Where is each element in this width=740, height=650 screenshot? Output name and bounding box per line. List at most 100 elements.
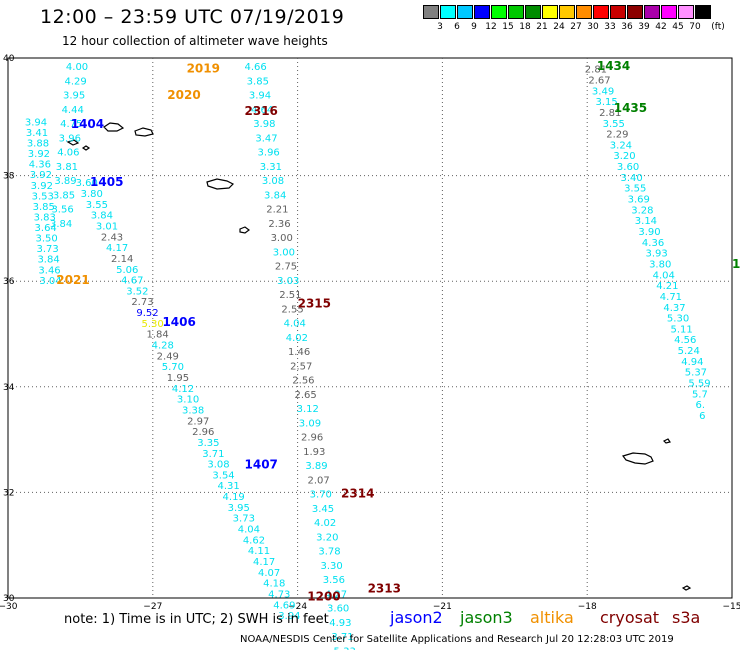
wave-height-value: 3.94	[249, 91, 271, 102]
wave-height-value: 3.83	[34, 212, 56, 223]
wave-height-value: 2.55	[281, 304, 303, 315]
wave-height-value: 3.64	[35, 223, 57, 234]
wave-height-value: 4.11	[248, 546, 270, 557]
wave-height-value: 3.00	[271, 233, 293, 244]
wave-height-value: 3.31	[260, 162, 282, 173]
lat-tick-label: 36	[3, 277, 15, 287]
wave-height-value: 3.03	[277, 276, 299, 287]
wave-height-value: 3.71	[331, 632, 353, 643]
island-outline	[134, 127, 154, 137]
satellite-legend-jason2: jason2	[390, 608, 443, 627]
colorbar-cell	[542, 5, 558, 19]
wave-height-value: 4.31	[217, 481, 239, 492]
wave-height-value: 2.36	[268, 219, 290, 230]
wave-height-value: 3.45	[312, 504, 334, 515]
wave-height-value: 3.41	[26, 128, 48, 139]
wave-height-value: 4.28	[152, 341, 174, 352]
wave-height-value: 1.93	[303, 447, 325, 458]
wave-height-value: 5.37	[685, 368, 707, 379]
wave-height-value: 1.84	[147, 330, 169, 341]
wave-height-value: 3.85	[53, 190, 75, 201]
wave-height-value: 3.85	[247, 76, 269, 87]
wave-height-value: 5.11	[671, 324, 693, 335]
lon-tick-label: −24	[288, 602, 307, 612]
island-outline	[622, 452, 654, 465]
wave-height-value: 3.89	[54, 176, 76, 187]
colorbar-cell	[474, 5, 490, 19]
wave-height-value: 3.01	[96, 221, 118, 232]
wave-height-value: 3.93	[646, 249, 668, 260]
wave-height-value: 4.06	[57, 148, 79, 159]
wave-height-value: 2.07	[307, 475, 329, 486]
pass-number-label: 2313	[368, 582, 401, 596]
colorbar-tick-label: 36	[621, 22, 633, 32]
pass-number-label: 1406	[162, 315, 195, 329]
wave-height-value: 3.08	[262, 176, 284, 187]
colorbar-cell	[457, 5, 473, 19]
wave-height-value: 4.69	[273, 600, 295, 611]
wave-height-value: 3.89	[305, 461, 327, 472]
colorbar-tick-label: 12	[485, 22, 497, 32]
wave-height-value: 4.12	[172, 384, 194, 395]
footnote: note: 1) Time is in UTC; 2) SWH is in fe…	[64, 612, 329, 627]
pass-number-label: 2021	[56, 273, 89, 287]
wave-height-value: 4.04	[653, 270, 675, 281]
wave-height-value: 4.02	[286, 333, 308, 344]
wave-height-value: 2.75	[275, 262, 297, 273]
wave-height-value: 9.52	[136, 308, 158, 319]
wave-height-value: 3.20	[316, 532, 338, 543]
wave-height-value: 3.94	[25, 117, 47, 128]
pass-number-label: 2315	[298, 297, 331, 311]
wave-height-value: 3.47	[255, 133, 277, 144]
island-outline	[681, 585, 692, 591]
wave-height-value: 6	[699, 411, 705, 422]
wave-height-value: 3.08	[207, 460, 229, 471]
wave-height-value: 3.09	[299, 418, 321, 429]
lon-tick-label: −21	[433, 602, 452, 612]
wave-height-value: 2.96	[192, 427, 214, 438]
wave-height-value: 2.14	[111, 254, 133, 265]
wave-height-value: 3.88	[27, 139, 49, 150]
colorbar-cell	[593, 5, 609, 19]
island-outline	[66, 139, 80, 146]
wave-height-value: 2.67	[588, 75, 610, 86]
colorbar-cell	[423, 5, 439, 19]
wave-height-value: 4.75	[60, 119, 82, 130]
wave-height-value: 4.04	[284, 319, 306, 330]
colorbar-tick-label: 42	[655, 22, 667, 32]
lon-tick-label: −15	[723, 602, 740, 612]
wave-height-value: 4.56	[674, 335, 696, 346]
wave-height-value: 4.62	[243, 535, 265, 546]
wave-height-value: 2.43	[101, 232, 123, 243]
wave-height-value: 3.73	[36, 244, 58, 255]
colorbar-tick-label: 45	[672, 22, 684, 32]
wave-height-value: 3.60	[327, 604, 349, 615]
wave-height-value: 4.00	[66, 62, 88, 73]
lat-tick-label: 30	[3, 594, 15, 604]
wave-height-value: 4.37	[663, 303, 685, 314]
wave-height-value: 3.78	[318, 547, 340, 558]
wave-height-value: 3.30	[321, 561, 343, 572]
wave-height-value: 4.64	[251, 105, 273, 116]
colorbar-cell	[491, 5, 507, 19]
wave-height-value: 5.7	[692, 389, 708, 400]
wave-height-value: 2.81	[585, 65, 607, 76]
wave-height-value: 3.35	[197, 438, 219, 449]
pass-number-label: 2020	[167, 88, 200, 102]
wave-height-value: 3.96	[59, 133, 81, 144]
wave-height-value: 3.70	[310, 490, 332, 501]
wave-height-value: 3.84	[91, 211, 113, 222]
wave-height-value: 4.66	[245, 62, 267, 73]
wave-height-value: 3.40	[621, 173, 643, 184]
island-outline	[206, 178, 235, 190]
wave-height-value: 4.17	[253, 557, 275, 568]
wave-height-value: 3.28	[631, 205, 653, 216]
wave-height-value: 3.84	[264, 190, 286, 201]
wave-height-value: 3.71	[202, 449, 224, 460]
pass-number-label: 1407	[245, 458, 278, 472]
wave-height-value: 4.19	[223, 492, 245, 503]
wave-height-value: 4.17	[106, 243, 128, 254]
colorbar-tick-label: 24	[553, 22, 565, 32]
wave-height-value: 3.55	[86, 200, 108, 211]
